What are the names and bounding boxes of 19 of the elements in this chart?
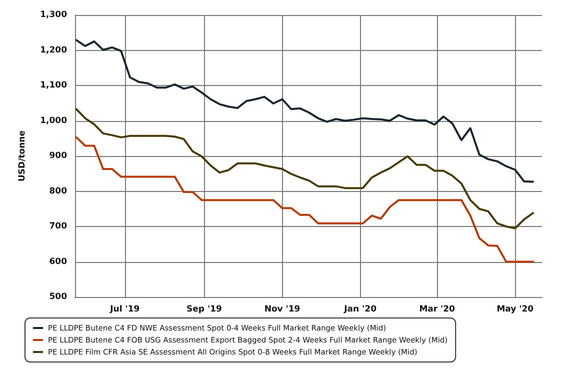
y-tick-label: 1,100 xyxy=(40,80,68,90)
x-tick-label: May '20 xyxy=(496,304,534,314)
y-tick-label: 800 xyxy=(49,186,68,196)
line-series xyxy=(75,136,534,263)
y-tick-label: 900 xyxy=(49,151,68,161)
line-series xyxy=(75,108,534,230)
x-tick-label: Jul '19 xyxy=(109,304,140,314)
y-tick-label: 1,000 xyxy=(40,116,68,126)
x-tick-label: Sep '19 xyxy=(186,304,222,314)
x-tick-label: Mar '20 xyxy=(419,304,456,314)
line-series xyxy=(75,39,534,183)
y-tick-label: 1,200 xyxy=(40,45,68,56)
x-tick-label: Jan '20 xyxy=(343,304,377,314)
y-tick-label: 500 xyxy=(49,292,68,302)
y-tick-label: 1,300 xyxy=(40,10,68,20)
y-tick-label: 700 xyxy=(49,222,68,232)
y-tick-label: 600 xyxy=(49,256,68,267)
y-axis-title: USD/tonne xyxy=(18,130,28,182)
x-tick-label: Nov '19 xyxy=(264,304,300,314)
